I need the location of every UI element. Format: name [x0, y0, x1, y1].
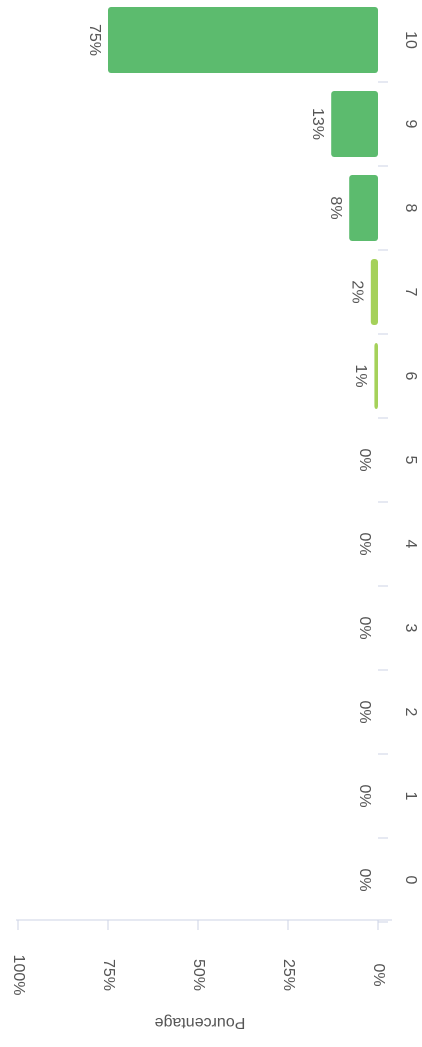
value-label: 0%	[356, 616, 373, 639]
value-label: 0%	[356, 700, 373, 723]
value-label: 13%	[309, 108, 326, 140]
category-label: 6	[402, 372, 419, 381]
value-label: 0%	[356, 532, 373, 555]
value-label: 2%	[349, 280, 366, 303]
category-label: 4	[402, 540, 419, 549]
bar	[370, 259, 378, 325]
value-label: 0%	[356, 448, 373, 471]
category-label: 7	[402, 288, 419, 297]
value-label: 1%	[352, 364, 369, 387]
category-label: 3	[402, 624, 419, 633]
category-label: 5	[402, 456, 419, 465]
x-tick-label: 100%	[10, 955, 27, 996]
value-label: 0%	[356, 868, 373, 891]
bar	[349, 175, 378, 241]
bar	[108, 7, 378, 73]
x-tick-label: 25%	[280, 959, 297, 991]
bar	[331, 91, 378, 157]
x-tick-label: 50%	[190, 959, 207, 991]
value-label: 8%	[327, 196, 344, 219]
x-tick-label: 0%	[370, 963, 387, 986]
bar	[374, 343, 378, 409]
category-label: 9	[402, 120, 419, 129]
category-label: 8	[402, 204, 419, 213]
axis-label: Pourcentage	[155, 1014, 246, 1031]
category-label: 10	[402, 31, 419, 49]
category-label: 1	[402, 792, 419, 801]
x-tick-label: 75%	[100, 959, 117, 991]
value-label: 75%	[86, 24, 103, 56]
category-label: 0	[402, 876, 419, 885]
value-label: 0%	[356, 784, 373, 807]
category-label: 2	[402, 708, 419, 717]
